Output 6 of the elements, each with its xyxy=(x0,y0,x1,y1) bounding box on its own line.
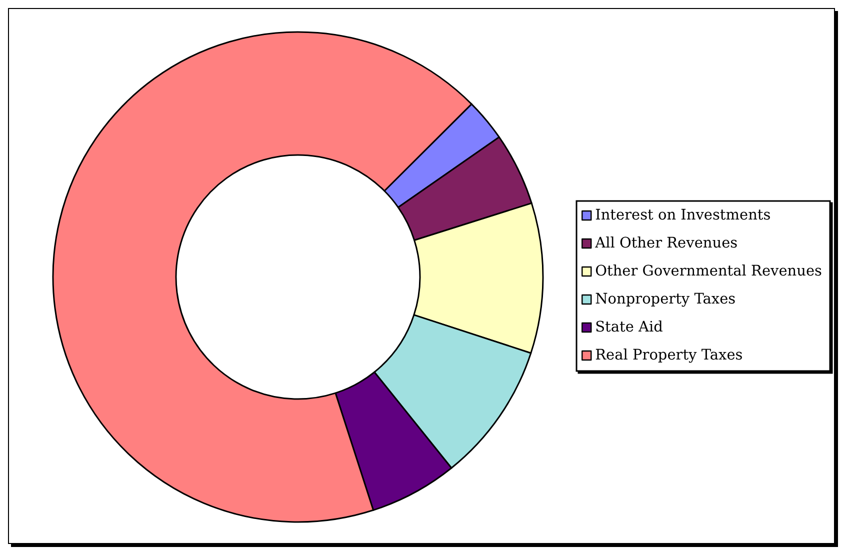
legend-label: Other Governmental Revenues xyxy=(595,264,822,280)
legend-label: Real Property Taxes xyxy=(595,348,743,364)
legend-label: All Other Revenues xyxy=(594,236,738,252)
legend-label: Interest on Investments xyxy=(595,208,771,224)
legend-label: State Aid xyxy=(595,320,663,336)
legend-label: Nonproperty Taxes xyxy=(595,292,736,308)
